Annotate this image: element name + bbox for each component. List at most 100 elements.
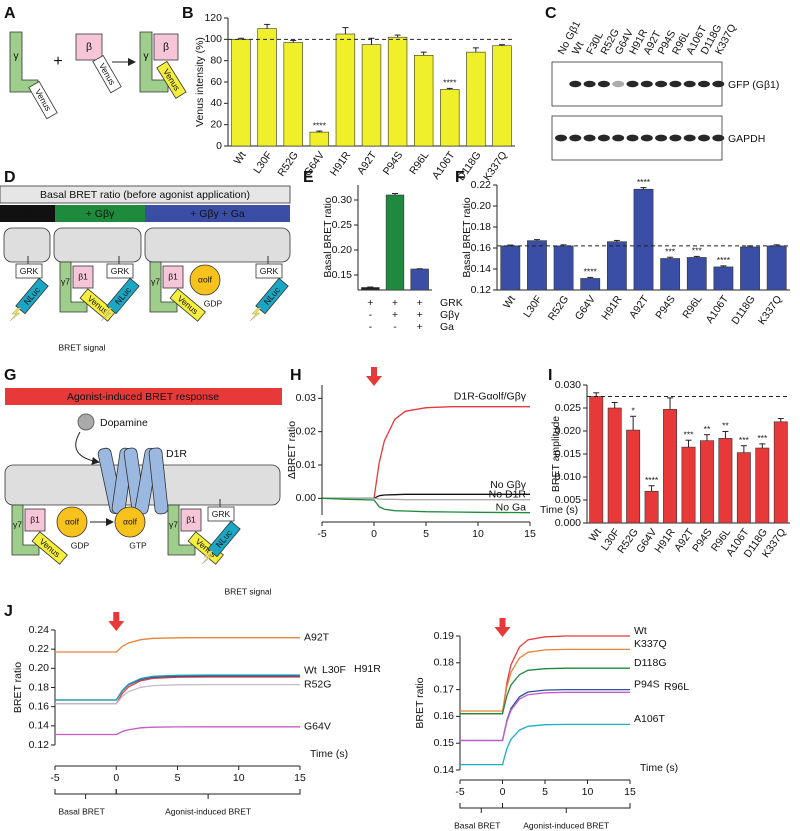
panel-label: I xyxy=(548,367,552,384)
blot-band xyxy=(597,80,610,88)
y-tick-label: 0.01 xyxy=(296,459,317,471)
grk-box xyxy=(106,263,134,279)
blot-band xyxy=(712,134,725,142)
legend-label: A106T xyxy=(634,713,666,725)
significance-label: *** xyxy=(684,429,695,439)
arrow xyxy=(75,431,100,465)
condition-sign: - xyxy=(369,309,373,321)
x-tick-label: 10 xyxy=(233,772,245,784)
x-tick-label: -5 xyxy=(455,786,464,798)
plus-sign: + xyxy=(53,53,62,70)
beta-subunit xyxy=(24,508,46,532)
blot-band xyxy=(569,80,582,88)
x-tick-label: -5 xyxy=(317,528,326,540)
y-tick-label: 0.005 xyxy=(555,494,581,506)
y-axis-label: BRET amplitude xyxy=(550,416,562,492)
bracket-label: Basal BRET xyxy=(454,820,500,830)
series-line xyxy=(55,637,300,653)
gamma-label: γ xyxy=(143,50,149,62)
legend-label: No D1R xyxy=(489,488,527,500)
condition-sign: + xyxy=(392,309,398,321)
series-line xyxy=(321,497,531,514)
alpha-subunit xyxy=(56,506,88,538)
x-tick-label: 15 xyxy=(294,772,306,784)
x-tick-label: 15 xyxy=(524,528,536,540)
bar xyxy=(740,246,760,291)
legend-label: Wt xyxy=(304,665,317,677)
membrane xyxy=(53,227,142,263)
significance-label: * xyxy=(631,406,635,416)
gamma-subunit xyxy=(9,31,39,93)
y-tick-label: 0.14 xyxy=(29,720,50,732)
bar xyxy=(553,245,574,291)
panel-label: A xyxy=(4,5,16,22)
series-line xyxy=(460,723,630,766)
venus-tag: Venus xyxy=(92,54,122,94)
blot-row-label: GFP (Gβ1) xyxy=(728,79,779,91)
condition-label: + Gβγ + Ga xyxy=(190,208,245,220)
y-tick-label: 0.015 xyxy=(555,448,581,460)
y-tick-label: 0.19 xyxy=(434,630,455,642)
panel-label: C xyxy=(545,5,557,22)
blot-band xyxy=(683,80,696,88)
header-box xyxy=(5,388,282,405)
y-tick-label: 0.20 xyxy=(332,244,353,256)
alpha-label: αolf xyxy=(123,516,138,526)
venus-box xyxy=(28,80,58,120)
significance-label: **** xyxy=(443,78,457,88)
bar xyxy=(361,287,380,291)
x-axis-label: Time (s) xyxy=(540,504,578,516)
bar xyxy=(606,241,627,291)
y-tick-label: 0.030 xyxy=(555,379,581,391)
bar xyxy=(736,452,751,524)
x-tick-label: H91R xyxy=(599,293,624,322)
y-tick-label: 0.12 xyxy=(471,284,492,296)
bar xyxy=(713,266,734,291)
bar xyxy=(492,45,512,147)
x-tick-label: P94S xyxy=(381,149,406,177)
blot-band xyxy=(626,134,639,142)
bar xyxy=(257,28,277,147)
bar xyxy=(387,36,408,147)
footer-label: BRET signal xyxy=(224,586,271,596)
legend-label: R52G xyxy=(304,678,331,690)
condition-name: GRK xyxy=(440,297,463,309)
significance-label: *** xyxy=(757,433,768,443)
x-tick-label: K337Q xyxy=(756,293,785,327)
significance-label: **** xyxy=(584,267,598,277)
y-axis-label: Venus intensity (%) xyxy=(194,37,206,127)
gamma-label: γ7 xyxy=(151,276,160,286)
y-tick-label: 0.000 xyxy=(555,517,581,529)
panel-label: E xyxy=(303,169,314,186)
x-tick-label: A106T xyxy=(704,293,732,326)
blot-band xyxy=(612,80,625,88)
venus-box xyxy=(169,288,206,322)
nucleotide-label: GDP xyxy=(71,540,90,550)
light-bolt xyxy=(249,307,262,322)
condition-box xyxy=(55,205,145,222)
bar xyxy=(766,245,787,291)
bar xyxy=(660,258,681,291)
y-tick-label: 0.18 xyxy=(471,221,492,233)
blot-band xyxy=(626,80,639,88)
y-axis-label: Basal BRET ratio xyxy=(322,197,334,277)
header-title: Basal BRET ratio (before agonist applica… xyxy=(40,189,250,201)
blot-band xyxy=(655,80,668,88)
y-axis-label: BRET ratio xyxy=(12,662,24,713)
y-tick-label: 60 xyxy=(210,76,222,88)
x-tick-label: 15 xyxy=(624,786,636,798)
bar xyxy=(361,44,382,147)
agonist-arrow xyxy=(366,367,382,386)
gamma-label: γ7 xyxy=(61,276,70,286)
series-line xyxy=(460,691,630,742)
y-tick-label: 0.18 xyxy=(29,681,50,693)
y-tick-label: 0.22 xyxy=(471,179,492,191)
bracket xyxy=(54,789,117,799)
bar xyxy=(309,131,330,147)
bar xyxy=(718,438,733,524)
legend-label: G64V xyxy=(304,721,331,733)
y-tick-label: 0.20 xyxy=(29,662,50,674)
series-line xyxy=(322,497,530,501)
